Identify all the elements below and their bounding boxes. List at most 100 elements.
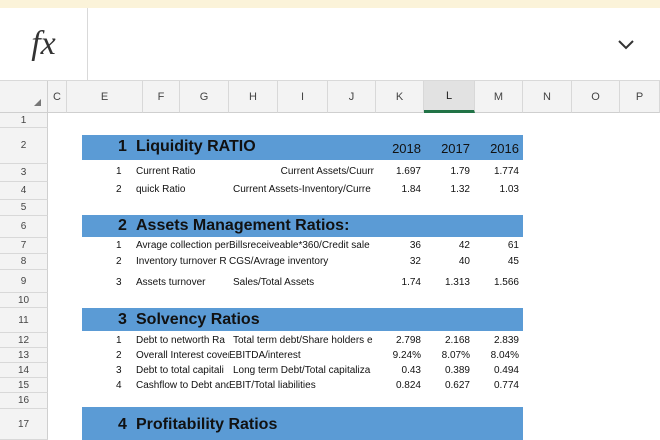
fx-icon[interactable]: fx [0,8,88,80]
row-header-6[interactable]: 6 [0,216,48,238]
section-number[interactable]: 2 [118,217,127,234]
column-header-p[interactable]: P [620,81,660,113]
value-l[interactable]: 40 [458,256,470,267]
row-header-16[interactable]: 16 [0,393,48,409]
ratio-formula[interactable]: Billsreceiveable*360/Credit sale [229,240,370,251]
value-m[interactable]: 2.839 [493,335,519,346]
ratio-name[interactable]: Avrage collection per [136,240,229,251]
value-m[interactable]: 61 [507,240,519,251]
column-header-n[interactable]: N [523,81,572,113]
row-header-4[interactable]: 4 [0,182,48,200]
row-header-12[interactable]: 12 [0,333,48,348]
section-title[interactable]: Liquidity RATIO [136,138,256,155]
row-header-15[interactable]: 15 [0,378,48,393]
year-header[interactable]: 2017 [441,141,470,156]
column-header-o[interactable]: O [572,81,620,113]
ratio-name[interactable]: Debt to total capitali [136,365,224,376]
value-l[interactable]: 8.07% [441,350,470,361]
row-header-17[interactable]: 17 [0,409,48,440]
value-l[interactable]: 2.168 [444,335,470,346]
ratio-name[interactable]: Cashflow to Debt and [136,380,229,391]
row-number[interactable]: 4 [116,380,122,391]
row-header-5[interactable]: 5 [0,200,48,216]
row-header-1[interactable]: 1 [0,113,48,128]
value-l[interactable]: 1.313 [444,277,470,288]
column-header-m[interactable]: M [475,81,523,113]
column-header-g[interactable]: G [180,81,229,113]
value-k[interactable]: 9.24% [392,350,421,361]
column-header-c[interactable]: C [48,81,67,113]
row-header-7[interactable]: 7 [0,238,48,254]
value-l[interactable]: 1.32 [450,184,470,195]
chevron-down-icon[interactable] [614,32,638,56]
ratio-name[interactable]: Current Ratio [136,166,196,177]
value-k[interactable]: 36 [409,240,421,251]
ratio-formula[interactable]: Current Assets-Inventory/Curre [233,184,371,195]
value-k[interactable]: 0.43 [401,365,421,376]
ratio-name[interactable]: Overall Interest cover [136,350,229,361]
row-number[interactable]: 3 [116,277,122,288]
section-title[interactable]: Assets Management Ratios: [136,217,350,234]
row-header-14[interactable]: 14 [0,363,48,378]
value-k[interactable]: 1.697 [395,166,421,177]
value-l[interactable]: 0.389 [444,365,470,376]
row-header-13[interactable]: 13 [0,348,48,363]
row-header-10[interactable]: 10 [0,293,48,308]
value-m[interactable]: 1.566 [493,277,519,288]
column-header-l[interactable]: L [424,81,475,113]
row-number[interactable]: 1 [116,335,122,346]
section-number[interactable]: 3 [118,311,127,328]
ratio-formula[interactable]: CGS/Avrage inventory [229,256,329,267]
value-k[interactable]: 0.824 [395,380,421,391]
year-header[interactable]: 2018 [392,141,421,156]
ratio-name[interactable]: Debt to networth Ra [136,335,225,346]
row-number[interactable]: 2 [116,184,122,195]
value-m[interactable]: 8.04% [490,350,519,361]
column-header-e[interactable]: E [67,81,143,113]
ratio-formula[interactable]: EBIT/Total liabilities [229,380,316,391]
value-m[interactable]: 0.494 [493,365,519,376]
year-header[interactable]: 2016 [490,141,519,156]
value-l[interactable]: 0.627 [444,380,470,391]
value-m[interactable]: 1.774 [493,166,519,177]
value-m[interactable]: 45 [507,256,519,267]
ratio-formula[interactable]: EBITDA/interest [229,350,301,361]
column-header-f[interactable]: F [143,81,180,113]
ratio-formula[interactable]: Total term debt/Share holders e [233,335,373,346]
row-header-2[interactable]: 2 [0,128,48,164]
section-title[interactable]: Solvency Ratios [136,311,260,328]
row-header-3[interactable]: 3 [0,164,48,182]
formula-input[interactable] [88,8,608,80]
row-header-11[interactable]: 11 [0,308,48,333]
value-l[interactable]: 1.79 [450,166,470,177]
column-header-h[interactable]: H [229,81,278,113]
row-header-8[interactable]: 8 [0,254,48,270]
section-band [82,407,523,440]
column-header-j[interactable]: J [328,81,376,113]
row-number[interactable]: 1 [116,166,122,177]
ratio-name[interactable]: Inventory turnover R [136,256,227,267]
column-header-k[interactable]: K [376,81,424,113]
select-all-corner[interactable] [0,81,48,113]
value-k[interactable]: 32 [409,256,421,267]
value-l[interactable]: 42 [458,240,470,251]
value-k[interactable]: 1.74 [401,277,421,288]
ratio-name[interactable]: Assets turnover [136,277,206,288]
ratio-formula[interactable]: Sales/Total Assets [233,277,315,288]
section-title[interactable]: Profitability Ratios [136,416,278,433]
ratio-name[interactable]: quick Ratio [136,184,186,195]
section-number[interactable]: 1 [118,138,127,155]
ratio-formula[interactable]: Long term Debt/Total capitaliza [233,365,371,376]
value-m[interactable]: 0.774 [493,380,519,391]
ratio-formula[interactable]: Current Assets/Cuurr [280,166,374,177]
value-k[interactable]: 2.798 [395,335,421,346]
row-header-9[interactable]: 9 [0,270,48,293]
value-m[interactable]: 1.03 [499,184,519,195]
column-header-i[interactable]: I [278,81,328,113]
row-number[interactable]: 2 [116,350,122,361]
row-number[interactable]: 3 [116,365,122,376]
section-number[interactable]: 4 [118,416,127,433]
row-number[interactable]: 2 [116,256,122,267]
row-number[interactable]: 1 [116,240,122,251]
value-k[interactable]: 1.84 [401,184,421,195]
